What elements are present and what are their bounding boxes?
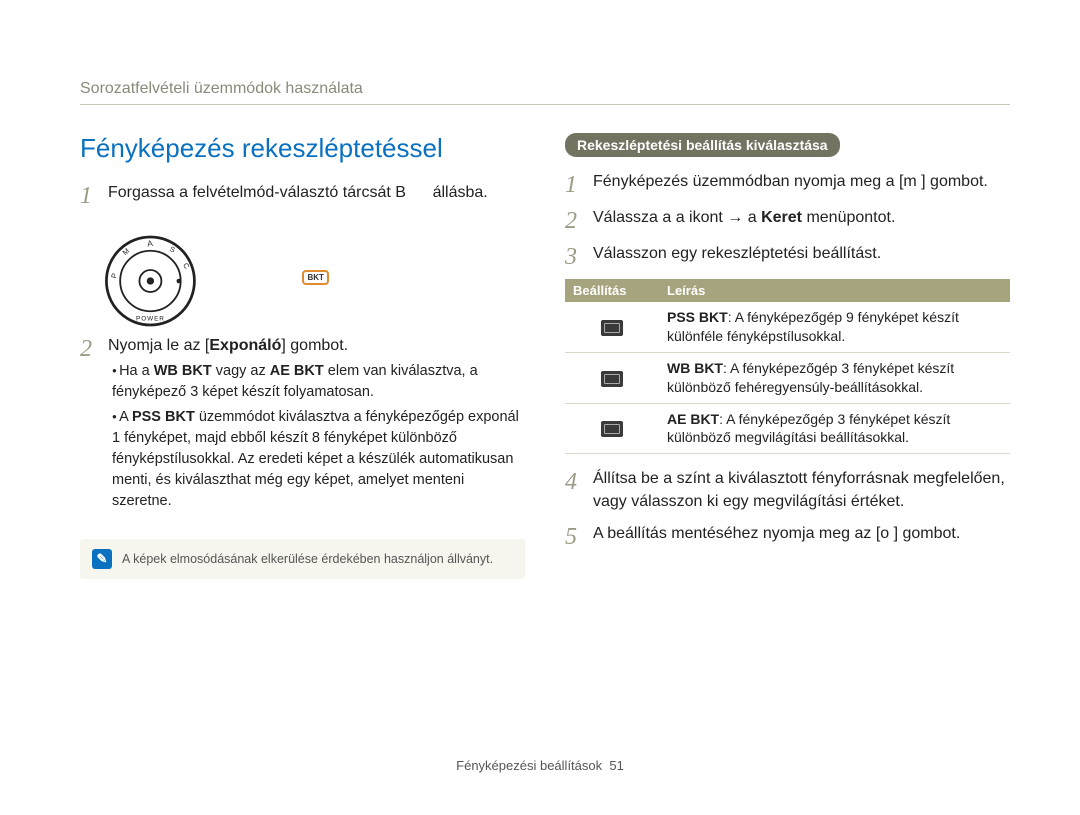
setting-cell xyxy=(565,403,659,454)
step-number: 3 xyxy=(565,243,583,269)
step-text-a: Forgassa a felvételmód-választó tárcsát … xyxy=(108,184,406,201)
footer-page-number: 51 xyxy=(609,758,623,773)
step-lead-b: ] gombot. xyxy=(281,337,348,354)
step-text: Állítsa be a színt a kiválasztott fényfo… xyxy=(593,468,1010,513)
page-footer: Fényképezési beállítások 51 xyxy=(0,758,1080,773)
step-text-b: állásba. xyxy=(433,184,488,201)
right-step-2: 2 Válassza a a ikont → a Keret menüponto… xyxy=(565,207,1010,233)
pss-bkt-icon xyxy=(601,320,623,336)
ae-bkt-icon xyxy=(601,421,623,437)
step-text: Fényképezés üzemmódban nyomja meg a [m ]… xyxy=(593,171,1010,197)
table-row: AE BKT: A fényképezőgép 3 fényképet kész… xyxy=(565,403,1010,454)
bullet-1: Ha a WB BKT vagy az AE BKT elem van kivá… xyxy=(112,361,525,403)
step-number: 1 xyxy=(565,171,583,197)
bullet-2: A PSS BKT üzemmódot kiválasztva a fényké… xyxy=(112,407,525,512)
desc-cell: PSS BKT: A fényképezőgép 9 fényképet kés… xyxy=(659,302,1010,352)
page-title: Fényképezés rekeszléptetéssel xyxy=(80,133,525,164)
wb-bkt-icon xyxy=(601,371,623,387)
right-step-5: 5 A beállítás mentéséhez nyomja meg az [… xyxy=(565,523,1010,549)
left-step-2: 2 Nyomja le az [Exponáló] gombot. Ha a W… xyxy=(80,335,525,517)
right-step-1: 1 Fényképezés üzemmódban nyomja meg a [m… xyxy=(565,171,1010,197)
table-row: PSS BKT: A fényképezőgép 9 fényképet kés… xyxy=(565,302,1010,352)
step2-bullets: Ha a WB BKT vagy az AE BKT elem van kivá… xyxy=(108,361,525,512)
step-body: Válassza a a ikont → a Keret menüpontot. xyxy=(593,207,1010,233)
step-number: 4 xyxy=(565,468,583,513)
desc-cell: AE BKT: A fényképezőgép 3 fényképet kész… xyxy=(659,403,1010,454)
step-number: 5 xyxy=(565,523,583,549)
left-step-1: 1 Forgassa a felvételmód-választó tárcsá… xyxy=(80,182,525,208)
step-lead-a: Nyomja le az [ xyxy=(108,337,209,354)
setting-cell xyxy=(565,352,659,403)
page-container: Sorozatfelvételi üzemmódok használata Fé… xyxy=(0,0,1080,579)
table-header-row: Beállítás Leírás xyxy=(565,279,1010,302)
step-number: 1 xyxy=(80,182,98,208)
settings-table: Beállítás Leírás PSS BKT: A fényképezőgé… xyxy=(565,279,1010,454)
content-columns: Fényképezés rekeszléptetéssel 1 Forgassa… xyxy=(80,133,1010,579)
note-text: A képek elmosódásának elkerülése érdekéb… xyxy=(122,552,493,566)
step-lead-bold: Exponáló xyxy=(209,337,281,354)
th-description: Leírás xyxy=(659,279,1010,302)
th-setting: Beállítás xyxy=(565,279,659,302)
svg-text:POWER: POWER xyxy=(136,315,165,322)
mode-dial-icon: A S C M P POWER xyxy=(100,226,210,336)
right-step-4: 4 Állítsa be a színt a kiválasztott fény… xyxy=(565,468,1010,513)
step-text: A beállítás mentéséhez nyomja meg az [o … xyxy=(593,523,1010,549)
breadcrumb: Sorozatfelvételi üzemmódok használata xyxy=(80,80,1010,105)
left-column: Fényképezés rekeszléptetéssel 1 Forgassa… xyxy=(80,133,525,579)
step-number: 2 xyxy=(565,207,583,233)
setting-cell xyxy=(565,302,659,352)
note-box: ✎ A képek elmosódásának elkerülése érdek… xyxy=(80,539,525,579)
footer-label: Fényképezési beállítások xyxy=(456,758,602,773)
right-step-3: 3 Válasszon egy rekeszléptetési beállítá… xyxy=(565,243,1010,269)
step-text: Válasszon egy rekeszléptetési beállítást… xyxy=(593,243,1010,269)
table-row: WB BKT: A fényképezőgép 3 fényképet kész… xyxy=(565,352,1010,403)
desc-cell: WB BKT: A fényképezőgép 3 fényképet kész… xyxy=(659,352,1010,403)
info-icon: ✎ xyxy=(92,549,112,569)
bkt-indicator-icon: BKT xyxy=(302,270,328,285)
step-number: 2 xyxy=(80,335,98,517)
section-pill: Rekeszléptetési beállítás kiválasztása xyxy=(565,133,840,157)
step-body: Nyomja le az [Exponáló] gombot. Ha a WB … xyxy=(108,335,525,517)
step-body: Forgassa a felvételmód-választó tárcsát … xyxy=(108,182,525,208)
right-column: Rekeszléptetési beállítás kiválasztása 1… xyxy=(565,133,1010,579)
